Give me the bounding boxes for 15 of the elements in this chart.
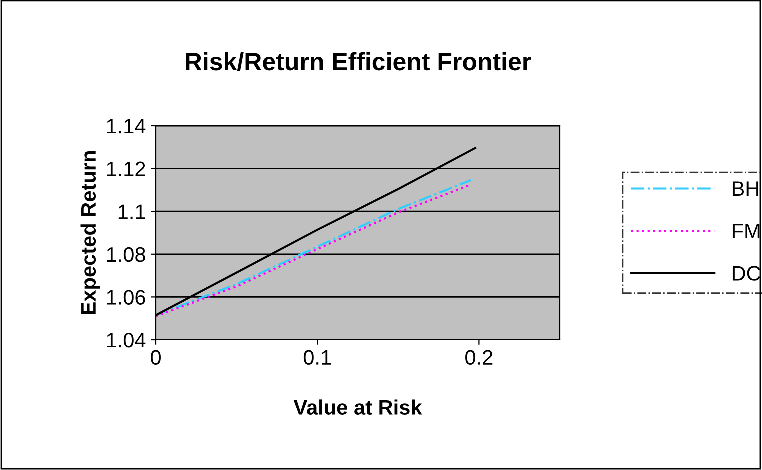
y-tick-label: 1.1 (118, 204, 146, 220)
y-tick-label: 1.06 (107, 290, 146, 305)
y-axis-title: Expected Return (80, 152, 100, 314)
y-tick-label: 1.14 (107, 119, 146, 134)
legend-label: BH (732, 182, 759, 196)
x-tick-label: 0.1 (304, 350, 332, 366)
y-tick-label: 1.04 (107, 333, 146, 348)
legend-label: FM (732, 224, 760, 238)
chart-title: Risk/Return Efficient Frontier (186, 52, 532, 71)
legend-label: DC (732, 266, 761, 281)
y-tick-label: 1.12 (107, 162, 146, 176)
x-tick-label: 0 (151, 350, 161, 366)
y-tick-label: 1.08 (107, 247, 146, 262)
x-tick-label: 0.2 (466, 350, 493, 366)
x-axis-title: Value at Risk (294, 400, 422, 415)
